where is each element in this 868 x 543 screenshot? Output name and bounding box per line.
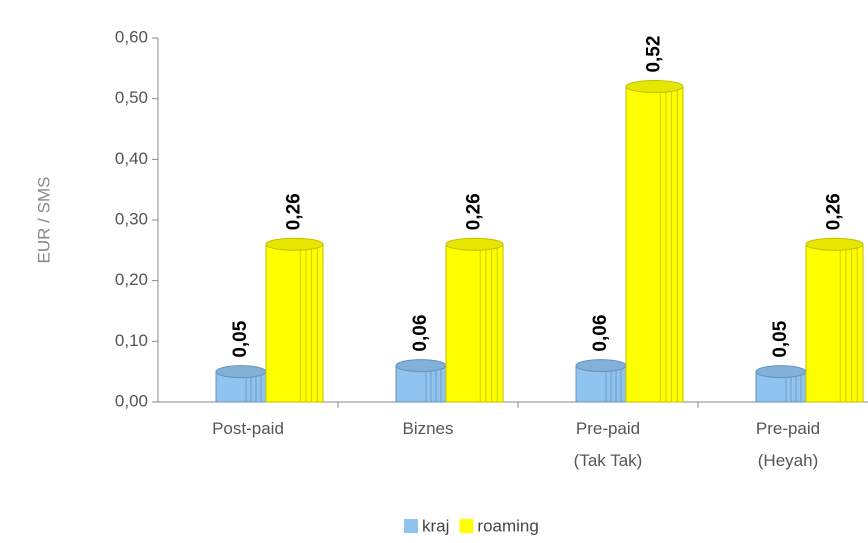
x-tick-label-line: Post-paid xyxy=(212,419,284,438)
bar-body xyxy=(445,243,504,403)
y-tick-label: 0,10 xyxy=(115,331,148,350)
value-label: 0,26 xyxy=(284,193,305,230)
value-label: 0,05 xyxy=(770,320,791,357)
x-tick-label-line: Pre-paid xyxy=(756,419,820,438)
bar xyxy=(755,365,807,403)
y-tick-label: 0,00 xyxy=(115,391,148,410)
bar-body xyxy=(755,371,807,403)
bar-body xyxy=(625,86,684,403)
x-tick-label-line: (Heyah) xyxy=(758,451,818,470)
bar xyxy=(625,80,684,403)
bar xyxy=(265,237,324,403)
y-tick-label: 0,50 xyxy=(115,88,148,107)
value-label: 0,26 xyxy=(464,193,485,230)
value-label: 0,26 xyxy=(824,193,845,230)
value-label: 0,52 xyxy=(644,36,665,73)
x-tick-label: Pre-paid (Tak Tak) xyxy=(574,419,643,470)
legend: kraj roaming xyxy=(404,516,539,535)
bar xyxy=(445,237,504,403)
x-tick-label: Biznes xyxy=(402,419,453,438)
bar xyxy=(575,359,627,403)
bar xyxy=(805,237,864,403)
bar-body xyxy=(265,243,324,403)
bar xyxy=(395,359,447,403)
legend-label: kraj xyxy=(422,516,449,535)
bar-top xyxy=(395,359,447,373)
y-axis-label: EUR / SMS xyxy=(34,177,53,264)
y-tick-label: 0,40 xyxy=(115,149,148,168)
legend-swatch xyxy=(459,519,474,533)
bar-top xyxy=(445,237,504,251)
x-tick-label: Post-paid xyxy=(212,419,284,438)
bar-top xyxy=(805,237,864,251)
x-tick-label-line: Biznes xyxy=(402,419,453,438)
bar-top xyxy=(755,365,807,379)
x-tick-label: Pre-paid (Heyah) xyxy=(756,419,820,470)
x-tick-label-line: (Tak Tak) xyxy=(574,451,643,470)
value-label: 0,05 xyxy=(230,320,251,357)
y-tick-label: 0,30 xyxy=(115,209,148,228)
value-label: 0,06 xyxy=(410,315,431,352)
bar-top xyxy=(215,365,267,379)
bar-top xyxy=(265,237,324,251)
legend-swatch xyxy=(404,519,418,533)
bar-top xyxy=(625,80,684,94)
x-tick-label-line: Pre-paid xyxy=(576,419,640,438)
bar-top xyxy=(575,359,627,373)
legend-label: roaming xyxy=(477,516,538,535)
y-tick-label: 0,60 xyxy=(115,27,148,46)
y-tick-label: 0,20 xyxy=(115,270,148,289)
bar-body xyxy=(805,243,864,403)
value-label: 0,06 xyxy=(590,315,611,352)
bar xyxy=(215,365,267,403)
